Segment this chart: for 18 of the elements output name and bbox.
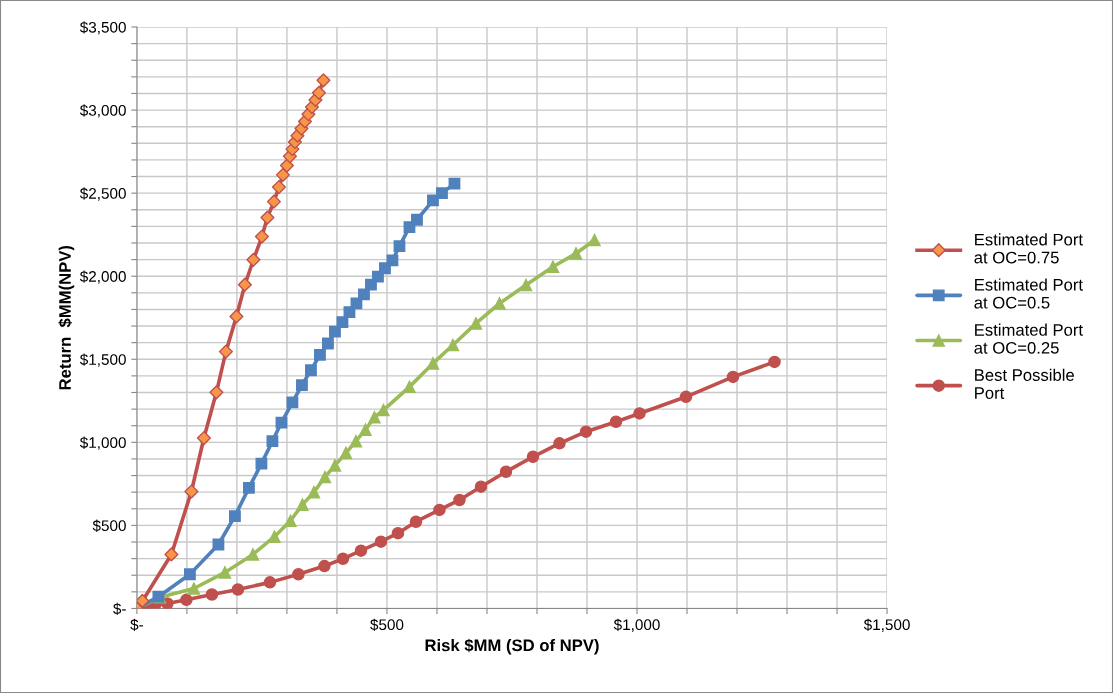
x-tick-label: $1,000 <box>613 618 660 632</box>
legend-label: Estimated Port at OC=0.25 <box>974 323 1083 354</box>
legend-label: Estimated Port at OC=0.75 <box>974 233 1083 264</box>
y-tick-label: $2,000 <box>79 270 126 284</box>
y-tick-label: $1,000 <box>79 436 126 450</box>
x-tick-label: $- <box>130 618 144 631</box>
x-axis-title: Risk $MM (SD of NPV) <box>425 638 599 655</box>
y-tick-label: $500 <box>92 519 126 532</box>
x-tick-label: $500 <box>370 618 404 631</box>
y-tick-label: $2,500 <box>79 187 126 201</box>
legend-label: Best Possible Port <box>975 368 1074 399</box>
y-tick-label: $1,500 <box>79 353 126 367</box>
y-tick-label: $3,000 <box>79 104 126 118</box>
y-axis-title: Return $MM(NPV) <box>58 245 75 390</box>
y-tick-label: $3,500 <box>79 21 126 35</box>
x-tick-label: $1,500 <box>863 618 910 632</box>
legend-label: Estimated Port at OC=0.5 <box>974 278 1083 309</box>
y-tick-label: $- <box>113 602 126 616</box>
